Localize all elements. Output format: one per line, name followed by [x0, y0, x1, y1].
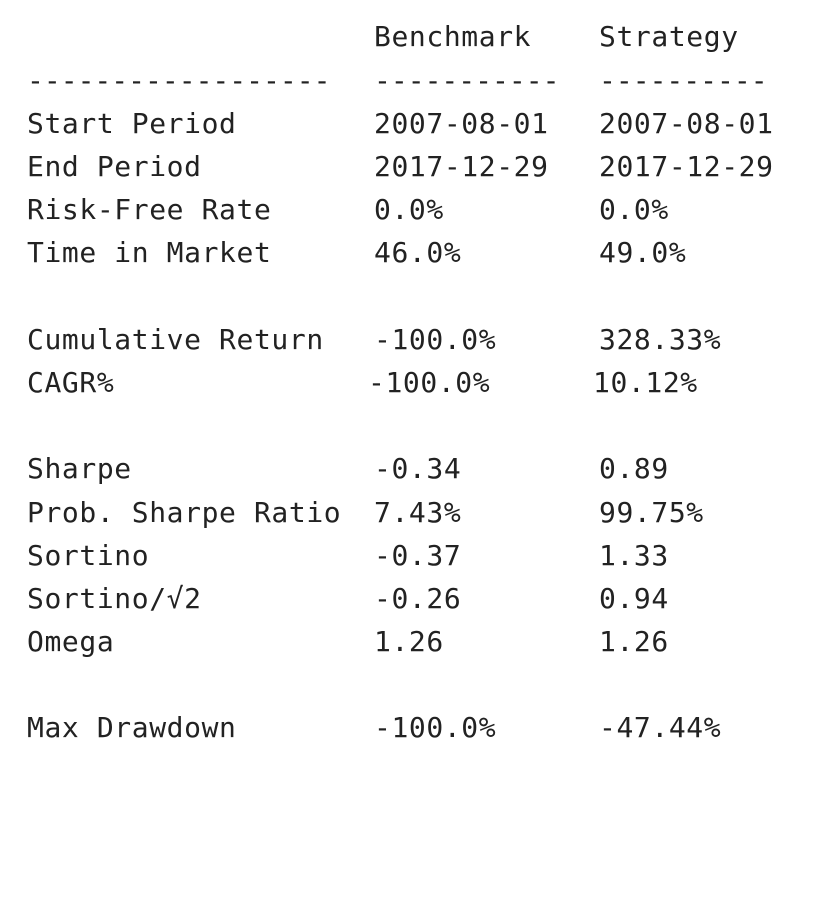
strategy-value: 0.89: [599, 452, 669, 485]
table-row: Sortino/√2 -0.26 0.94: [0, 579, 834, 619]
metric-label: Sharpe: [27, 452, 132, 485]
benchmark-value: 7.43%: [374, 496, 462, 529]
metric-label: CAGR%: [27, 366, 115, 399]
metric-label: Sortino/√2: [27, 582, 202, 615]
benchmark-value: 2007-08-01: [374, 107, 549, 140]
table-row: Sortino -0.37 1.33: [0, 536, 834, 576]
benchmark-value: -0.37: [374, 539, 462, 572]
benchmark-value: 46.0%: [374, 236, 462, 269]
metric-label: Sortino: [27, 539, 150, 572]
strategy-value: 99.75%: [599, 496, 704, 529]
table-row: CAGR% -100.0% 10.12%: [0, 363, 834, 403]
table-row: Time in Market 46.0% 49.0%: [0, 233, 834, 273]
benchmark-value: 0.0%: [374, 193, 444, 226]
benchmark-value: -0.26: [374, 582, 462, 615]
metric-label: Cumulative Return: [27, 323, 324, 356]
benchmark-value: 2017-12-29: [374, 150, 549, 183]
metric-label: Max Drawdown: [27, 711, 237, 744]
metric-label: Time in Market: [27, 236, 272, 269]
strategy-value: 0.94: [599, 582, 669, 615]
metric-label: Prob. Sharpe Ratio: [27, 496, 342, 529]
strategy-value: 10.12%: [593, 366, 698, 399]
metric-separator: ------------------: [27, 64, 331, 97]
benchmark-value: -100.0%: [368, 366, 491, 399]
table-row: Risk-Free Rate 0.0% 0.0%: [0, 190, 834, 230]
separator-row: ------------------ ----------- ---------…: [0, 61, 834, 101]
metric-label: Omega: [27, 625, 115, 658]
benchmark-header: Benchmark: [374, 20, 532, 53]
table-row: Prob. Sharpe Ratio 7.43% 99.75%: [0, 493, 834, 533]
strategy-value: 2017-12-29: [599, 150, 774, 183]
strategy-value: 49.0%: [599, 236, 687, 269]
strategy-value: 1.26: [599, 625, 669, 658]
table-row: End Period 2017-12-29 2017-12-29: [0, 147, 834, 187]
benchmark-value: 1.26: [374, 625, 444, 658]
strategy-value: 0.0%: [599, 193, 669, 226]
table-row: Max Drawdown -100.0% -47.44%: [0, 708, 834, 748]
metric-label: End Period: [27, 150, 202, 183]
table-row: Cumulative Return -100.0% 328.33%: [0, 320, 834, 360]
table-row: Start Period 2007-08-01 2007-08-01: [0, 104, 834, 144]
benchmark-value: -100.0%: [374, 323, 497, 356]
metric-label: Start Period: [27, 107, 237, 140]
strategy-value: -47.44%: [599, 711, 722, 744]
benchmark-value: -0.34: [374, 452, 462, 485]
strategy-value: 328.33%: [599, 323, 722, 356]
strategy-separator: ----------: [599, 64, 768, 97]
header-row: Benchmark Strategy: [0, 17, 834, 57]
strategy-header: Strategy: [599, 20, 739, 53]
metric-label: Risk-Free Rate: [27, 193, 272, 226]
strategy-value: 1.33: [599, 539, 669, 572]
strategy-value: 2007-08-01: [599, 107, 774, 140]
benchmark-separator: -----------: [374, 64, 560, 97]
table-row: Sharpe -0.34 0.89: [0, 449, 834, 489]
table-row: Omega 1.26 1.26: [0, 622, 834, 662]
metrics-report: Benchmark Strategy ------------------ --…: [0, 17, 834, 748]
benchmark-value: -100.0%: [374, 711, 497, 744]
